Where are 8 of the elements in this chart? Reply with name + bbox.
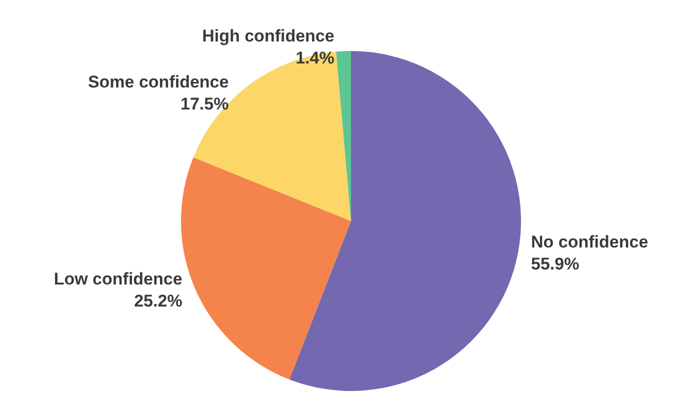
data-label: 17.5%: [180, 94, 229, 114]
slice-label: Some confidence: [88, 72, 229, 92]
data-label: 25.2%: [134, 292, 182, 311]
data-label: 55.9%: [531, 254, 580, 274]
slice-label: High confidence: [202, 26, 334, 46]
slice-label: No confidence: [531, 232, 648, 252]
slice-label: Low confidence: [54, 270, 182, 289]
data-label: 1.4%: [296, 48, 334, 68]
